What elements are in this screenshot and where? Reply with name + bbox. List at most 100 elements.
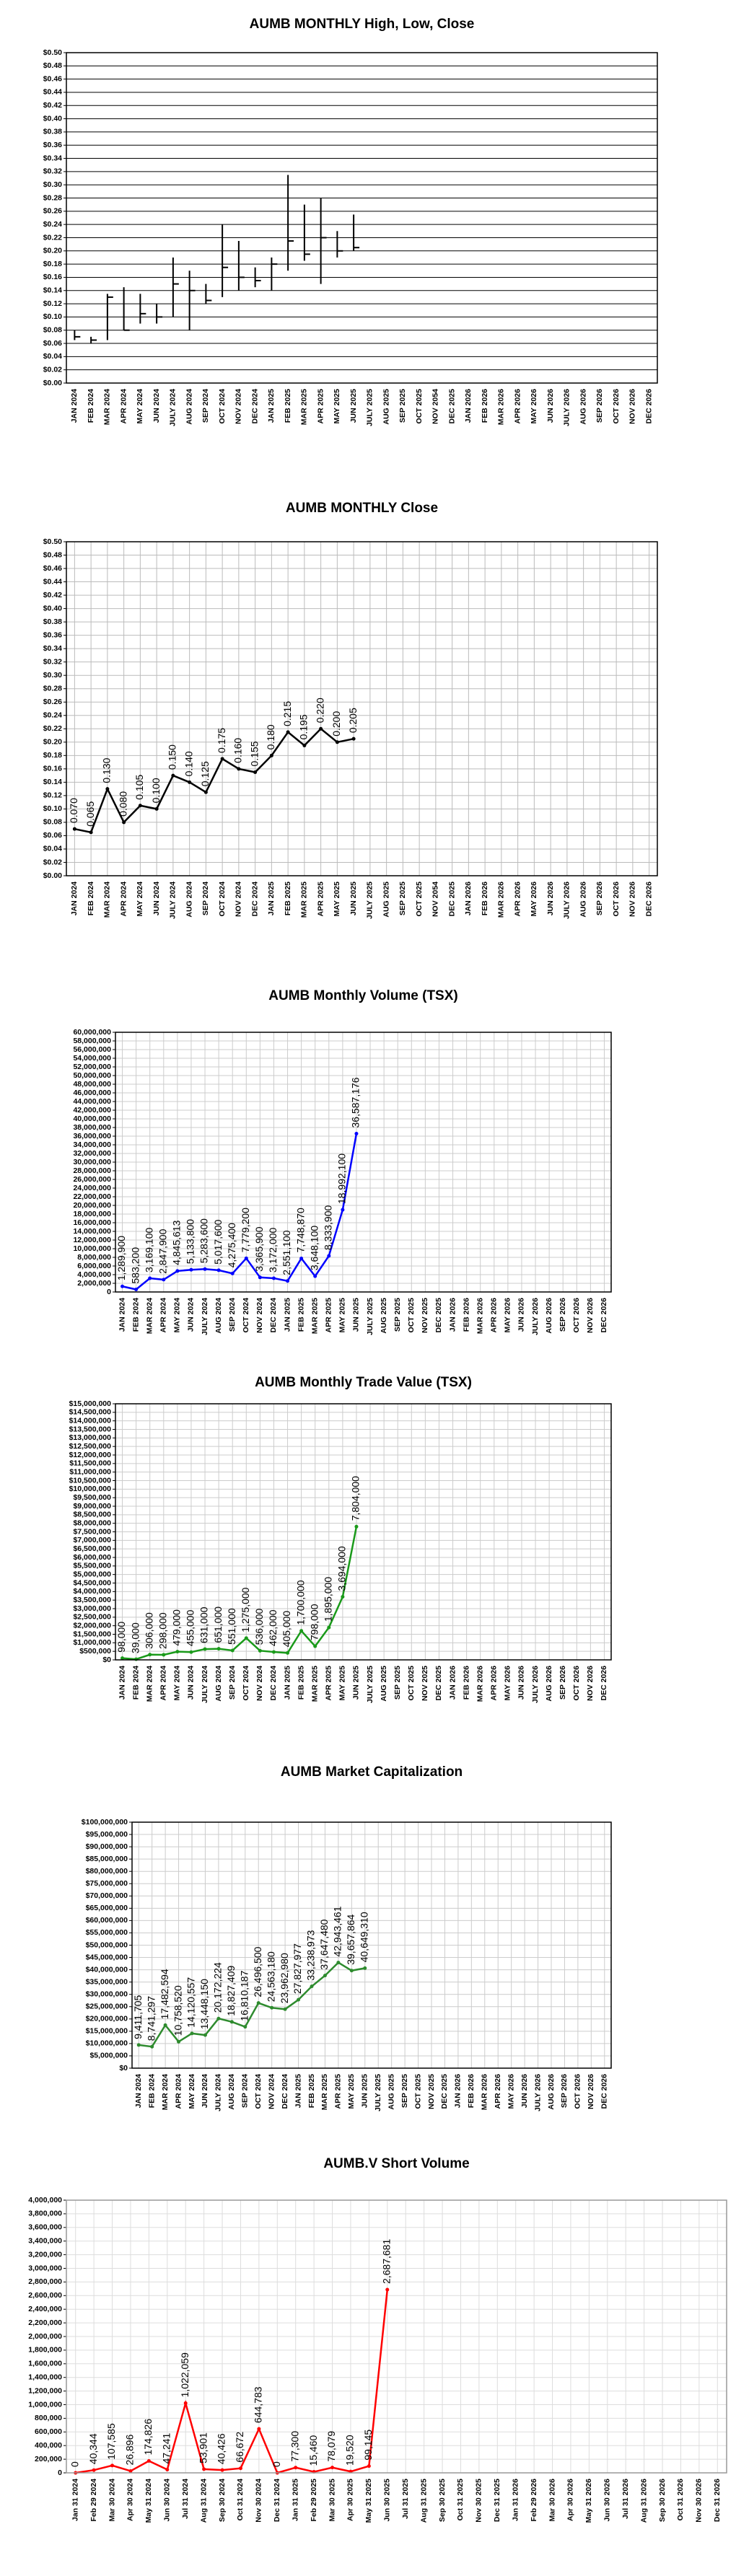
y-tick-label: $0.14 — [43, 286, 62, 295]
plot-border — [66, 541, 658, 876]
y-tick-label: $0.02 — [43, 858, 62, 866]
y-tick-label: $14,500,000 — [69, 1408, 112, 1417]
data-point — [286, 1650, 290, 1655]
x-tick-label: NOV 2024 — [235, 389, 243, 424]
data-label: 2,847,900 — [157, 1228, 168, 1273]
x-tick-label: JUN 2025 — [349, 882, 358, 915]
data-point — [105, 787, 110, 791]
y-tick-label: $15,000,000 — [86, 2027, 128, 2036]
x-tick-label: APR 2026 — [513, 389, 522, 424]
data-label: 0.200 — [330, 711, 342, 737]
y-tick-label: $0.50 — [43, 537, 62, 546]
y-tick-label: 56,000,000 — [73, 1045, 111, 1054]
y-tick-label: 1,000,000 — [28, 2400, 62, 2409]
y-tick-label: $10,000,000 — [86, 2039, 128, 2048]
data-point — [341, 1208, 345, 1212]
y-tick-label: 34,000,000 — [73, 1140, 111, 1149]
y-tick-label: $0.42 — [43, 101, 62, 110]
y-tick-label: 8,000,000 — [77, 1253, 111, 1262]
data-point — [216, 2016, 221, 2021]
x-tick-label: APR 2026 — [490, 1666, 499, 1701]
data-label: 7,779,200 — [240, 1208, 251, 1252]
data-label: 1,700,000 — [294, 1580, 306, 1625]
data-label: 26,896 — [124, 2434, 136, 2465]
data-label: 0.220 — [314, 698, 325, 723]
data-point — [230, 1648, 235, 1653]
data-label: 4,275,400 — [226, 1223, 237, 1267]
x-tick-label: MAY 2025 — [338, 1298, 347, 1333]
data-label: 4,845,613 — [171, 1220, 183, 1265]
y-tick-label: $3,000,000 — [73, 1604, 111, 1613]
x-tick-label: JAN 2024 — [70, 882, 79, 915]
x-tick-label: FEB 2024 — [87, 882, 95, 915]
x-tick-label: JULY 2026 — [533, 2074, 542, 2111]
data-label: 5,133,800 — [185, 1219, 196, 1264]
y-tick-label: 0 — [107, 1288, 111, 1296]
data-label: 2,551,100 — [281, 1230, 292, 1275]
data-label: 8,333,900 — [322, 1205, 333, 1250]
data-point — [163, 2023, 167, 2027]
y-tick-label: $90,000,000 — [86, 1842, 128, 1851]
data-label: 8,741,297 — [145, 1996, 157, 2041]
y-tick-label: 46,000,000 — [73, 1089, 111, 1097]
data-point — [256, 2001, 260, 2005]
y-tick-label: $2,000,000 — [73, 1621, 111, 1630]
plot-border — [66, 2199, 727, 2474]
y-tick-label: $0.36 — [43, 141, 62, 149]
y-tick-label: $0 — [102, 1656, 111, 1664]
y-tick-label: 1,800,000 — [28, 2346, 62, 2355]
y-tick-label: 2,000,000 — [77, 1279, 111, 1288]
y-tick-label: 30,000,000 — [73, 1158, 111, 1166]
x-tick-label: JUN 2025 — [349, 389, 358, 423]
y-tick-label: $35,000,000 — [86, 1977, 128, 1986]
y-tick-label: 4,000,000 — [28, 2196, 62, 2204]
y-tick-label: 52,000,000 — [73, 1063, 111, 1071]
x-tick-label: JAN 2025 — [267, 389, 276, 423]
x-tick-label: SEP 2025 — [398, 882, 407, 915]
y-tick-label: $0.34 — [43, 154, 62, 162]
data-label: 0.140 — [183, 751, 194, 776]
y-tick-label: $25,000,000 — [86, 2003, 128, 2011]
data-point — [121, 1656, 125, 1661]
data-label: 1,022,059 — [179, 2352, 190, 2397]
x-tick-label: FEB 2024 — [87, 389, 95, 423]
x-tick-label: Jul 31 2024 — [181, 2479, 190, 2519]
data-label: 0 — [69, 2461, 80, 2467]
y-tick-label: $100,000,000 — [82, 1818, 128, 1827]
y-tick-label: $0.00 — [43, 379, 62, 387]
data-point — [122, 820, 126, 825]
data-line — [74, 727, 354, 834]
data-label: 1,895,000 — [322, 1577, 333, 1622]
x-tick-label: May 31 2024 — [144, 2479, 153, 2523]
x-tick-label: Feb 29 2024 — [89, 2479, 98, 2522]
data-label: 0.125 — [199, 761, 211, 786]
y-tick-label: $0.20 — [43, 247, 62, 255]
data-label: 0.105 — [133, 775, 145, 800]
data-label: 39,657,864 — [345, 1914, 356, 1964]
data-point — [244, 1256, 248, 1260]
x-tick-label: JUN 2024 — [187, 1298, 196, 1332]
x-tick-label: OCT 2024 — [254, 2074, 263, 2109]
chart-title: AUMB MONTHLY Close — [286, 501, 438, 516]
y-tick-label: 2,000,000 — [28, 2332, 62, 2341]
x-tick-label: FEB 2025 — [297, 1666, 305, 1700]
y-tick-label: $0.28 — [43, 685, 62, 693]
y-tick-label: $0.16 — [43, 273, 62, 281]
x-tick-label: SEP 2026 — [558, 1298, 567, 1332]
x-tick-label: NOV 2024 — [255, 1298, 264, 1333]
chart-title: AUMB Monthly Trade Value (TSX) — [255, 1375, 472, 1390]
data-point — [258, 1275, 262, 1280]
x-tick-label: MAY 2026 — [530, 882, 538, 917]
x-tick-label: OCT 2025 — [415, 389, 424, 424]
data-label: 23,962,980 — [279, 1953, 290, 2003]
data-label: 298,000 — [157, 1612, 168, 1649]
x-tick-label: FEB 2024 — [131, 1666, 140, 1700]
x-tick-label: Sep 30 2026 — [658, 2479, 667, 2522]
chart-title: AUMB MONTHLY High, Low, Close — [250, 17, 475, 32]
x-tick-label: FEB 2024 — [131, 1298, 140, 1332]
y-tick-label: $4,000,000 — [73, 1587, 111, 1596]
y-tick-label: $40,000,000 — [86, 1965, 128, 1974]
x-tick-label: JUN 2026 — [546, 389, 555, 423]
data-label: 0.175 — [216, 728, 227, 753]
data-point — [327, 1625, 331, 1630]
